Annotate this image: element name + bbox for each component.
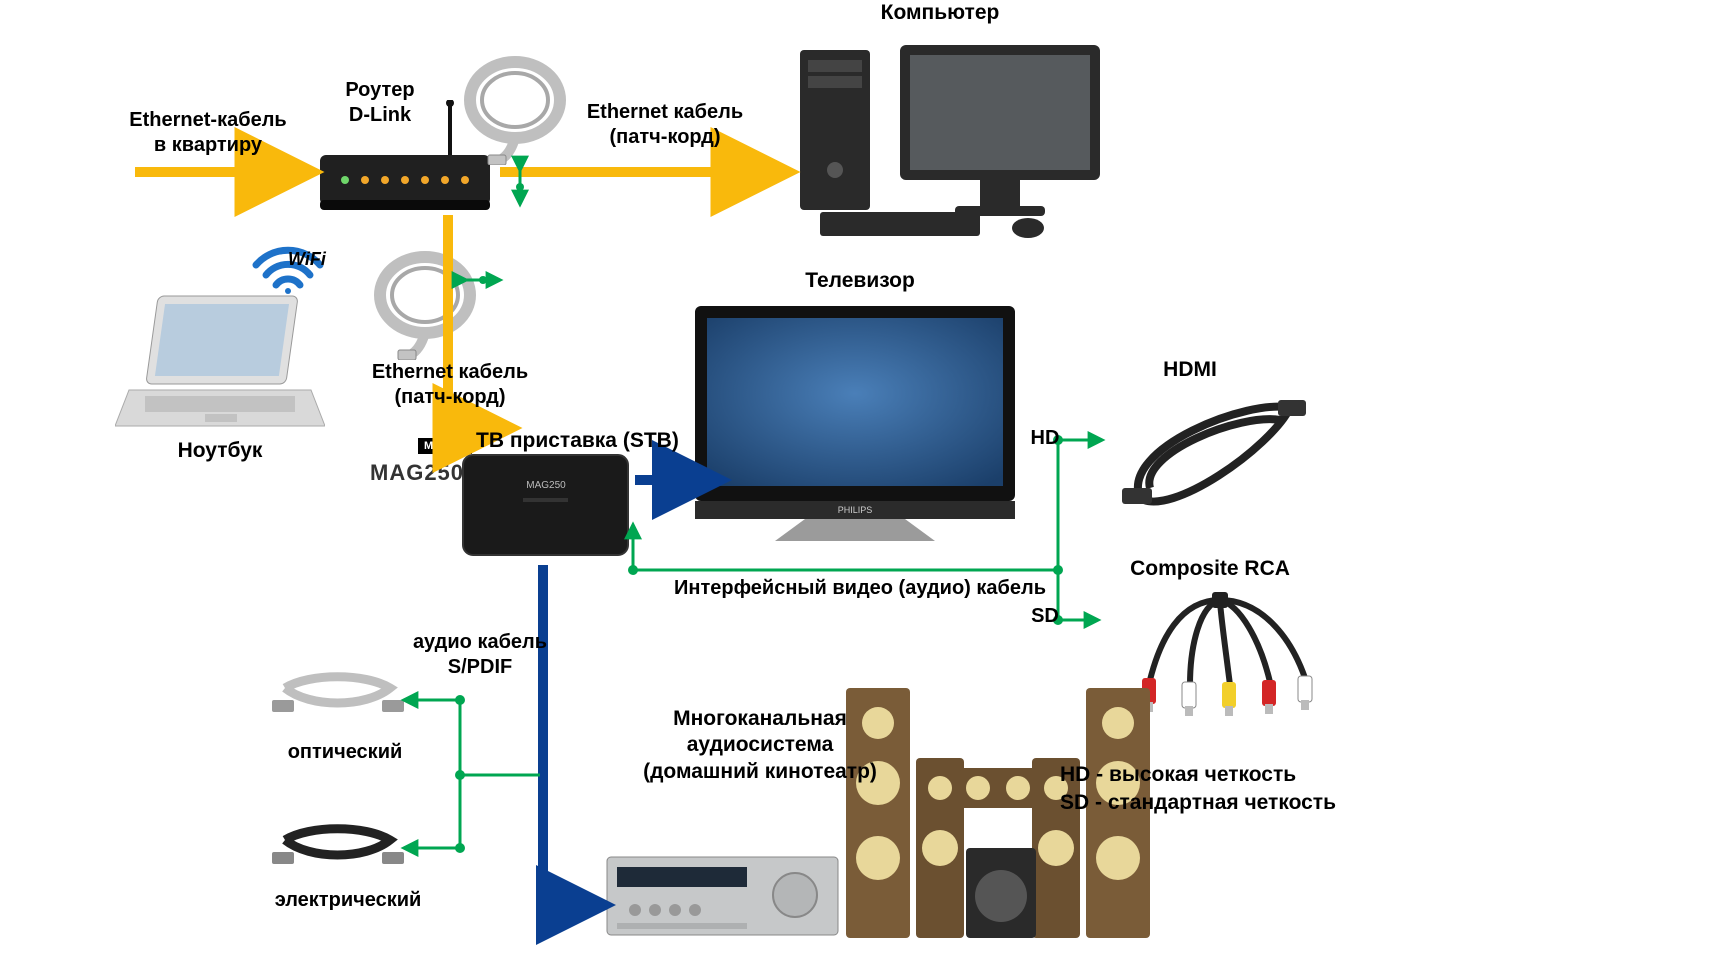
label-spdif: аудио кабель S/PDIF (390, 630, 570, 680)
mag-text: MAG250 (370, 460, 464, 485)
stb-device: MAG250 (458, 450, 633, 565)
label-router: Роутер D-Link (320, 78, 440, 128)
label-eth-patch2: Ethernet кабель (патч-корд) (350, 360, 550, 410)
receiver-device (605, 855, 840, 948)
label-eth-patch1: Ethernet кабель (патч-корд) (565, 100, 765, 150)
label-audio-system: Многоканальная аудиосистема (домашний ки… (620, 706, 900, 785)
label-avcable: Интерфейсный видео (аудио) кабель (660, 576, 1060, 601)
label-sd-def: SD - стандартная четкость (1060, 790, 1400, 816)
label-computer: Компьютер (830, 0, 1050, 26)
label-hdmi: HDMI (1130, 357, 1250, 383)
label-sd: SD (1020, 604, 1070, 629)
electrical-cable (270, 820, 405, 878)
svg-text:MAG250: MAG250 (526, 480, 566, 491)
pc-device (790, 30, 1130, 240)
label-electrical: электрический (258, 888, 438, 913)
mag-logo: MAG250 (370, 460, 464, 486)
label-rca: Composite RCA (1100, 556, 1320, 582)
label-tv: Телевизор (770, 268, 950, 294)
label-ethernet-in: Ethernet-кабель в квартиру (108, 108, 308, 158)
hdmi-cable (1110, 388, 1310, 523)
svg-text:PHILIPS: PHILIPS (838, 505, 873, 515)
label-hd: HD (1020, 426, 1070, 451)
micro-text: MICRO (424, 440, 466, 452)
optical-cable (270, 668, 405, 726)
laptop-device (115, 290, 325, 430)
wifi-text: WiFi (288, 249, 326, 269)
label-wifi: WiFi (288, 248, 326, 271)
label-laptop: Ноутбук (150, 438, 290, 464)
label-stb: ТВ приставка (STB) (476, 428, 736, 454)
label-hd-def: HD - высокая четкость (1060, 762, 1380, 788)
micro-badge: MICRO (418, 438, 472, 454)
ethernet-coil-top (460, 55, 570, 165)
label-optical: оптический (270, 740, 420, 765)
tv-device: PHILIPS (685, 296, 1025, 546)
ethernet-coil-mid (370, 250, 480, 360)
